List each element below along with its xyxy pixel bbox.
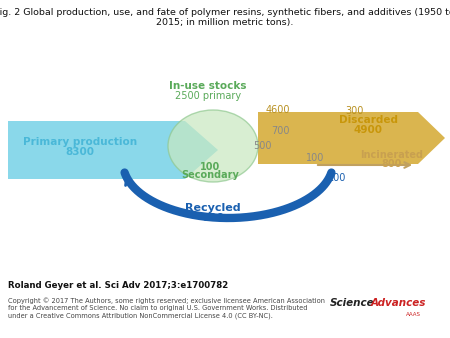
Polygon shape bbox=[258, 112, 445, 164]
Text: 100: 100 bbox=[328, 173, 346, 183]
Text: 4900: 4900 bbox=[354, 125, 382, 135]
Text: Incinerated: Incinerated bbox=[360, 150, 423, 160]
Text: Recycled: Recycled bbox=[185, 203, 241, 213]
Text: Advances: Advances bbox=[371, 298, 427, 308]
Text: Primary production: Primary production bbox=[23, 137, 137, 147]
Text: 700: 700 bbox=[271, 126, 289, 136]
Text: 2015; in million metric tons).: 2015; in million metric tons). bbox=[156, 18, 294, 27]
Text: Fig. 2 Global production, use, and fate of polymer resins, synthetic fibers, and: Fig. 2 Global production, use, and fate … bbox=[0, 8, 450, 17]
Ellipse shape bbox=[168, 110, 258, 182]
Text: 800: 800 bbox=[382, 159, 402, 169]
Text: 500: 500 bbox=[253, 141, 271, 151]
Text: 4600: 4600 bbox=[266, 105, 290, 115]
Text: AAAS: AAAS bbox=[405, 313, 420, 317]
Text: Science: Science bbox=[330, 298, 374, 308]
Text: Secondary: Secondary bbox=[181, 170, 239, 180]
Text: Discarded: Discarded bbox=[338, 115, 397, 125]
Text: 100: 100 bbox=[200, 162, 220, 172]
Text: Roland Geyer et al. Sci Adv 2017;3:e1700782: Roland Geyer et al. Sci Adv 2017;3:e1700… bbox=[8, 282, 228, 290]
Polygon shape bbox=[8, 121, 218, 179]
Text: 600: 600 bbox=[202, 213, 225, 223]
Text: 100: 100 bbox=[306, 153, 324, 163]
Text: In-use stocks: In-use stocks bbox=[169, 81, 247, 91]
Text: Copyright © 2017 The Authors, some rights reserved; exclusive licensee American : Copyright © 2017 The Authors, some right… bbox=[8, 297, 325, 319]
Text: 2500 primary: 2500 primary bbox=[175, 91, 241, 101]
Text: 8300: 8300 bbox=[66, 147, 94, 157]
Text: 300: 300 bbox=[346, 106, 364, 116]
